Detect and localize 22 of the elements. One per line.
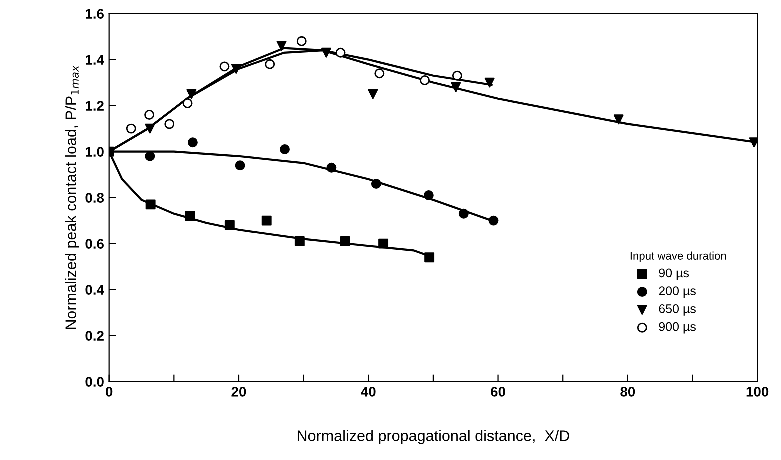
legend-label: 900 µs: [659, 322, 696, 334]
y-tick-label: 0.6: [86, 239, 104, 249]
legend-label: 90 µs: [659, 268, 690, 280]
y-tick-label: 0.0: [86, 377, 104, 387]
x-axis-title: Normalized propagational distance, X/D: [298, 430, 570, 444]
legend-label: 650 µs: [659, 304, 696, 316]
x-tick-label: 40: [361, 387, 376, 397]
legend-title: Input wave duration: [630, 252, 726, 262]
y-tick-label: 0.2: [86, 331, 104, 341]
y-tick-label: 0.4: [86, 285, 104, 295]
x-tick-label: 20: [232, 387, 246, 397]
x-tick-label: 0: [106, 387, 113, 397]
x-tick-label: 100: [746, 387, 769, 397]
x-tick-label: 60: [491, 387, 506, 397]
legend-label: 200 µs: [659, 286, 696, 298]
y-tick-label: 1.4: [86, 55, 104, 65]
y-tick-label: 0.8: [86, 193, 104, 203]
y-tick-label: 1.2: [86, 101, 104, 111]
y-axis-title: Normalized peak contact load, P/P$_{1max}$: [65, 66, 80, 330]
y-tick-label: 1.0: [86, 147, 104, 157]
x-tick-label: 80: [620, 387, 636, 397]
y-tick-label: 1.6: [86, 9, 104, 19]
